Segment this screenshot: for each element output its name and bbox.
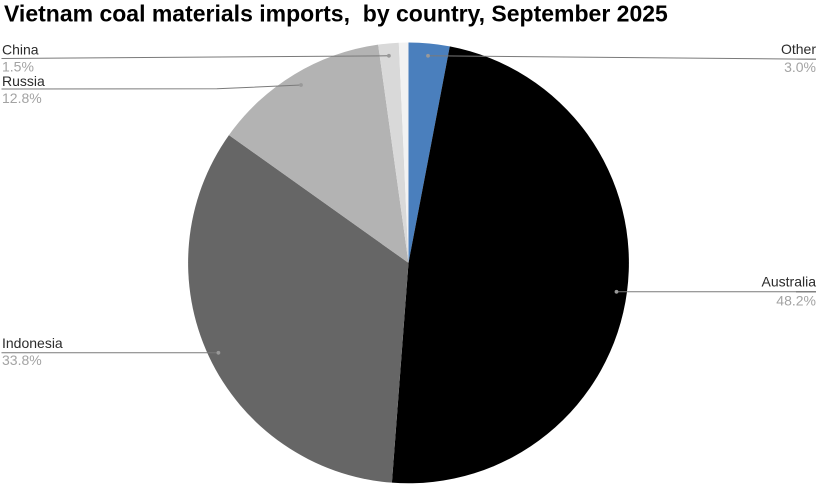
svg-text:3.0%: 3.0% xyxy=(784,59,816,75)
svg-text:12.8%: 12.8% xyxy=(2,90,42,106)
svg-text:33.8%: 33.8% xyxy=(2,352,42,368)
svg-text:48.2%: 48.2% xyxy=(776,293,816,309)
svg-text:Indonesia: Indonesia xyxy=(2,335,63,351)
svg-text:Russia: Russia xyxy=(2,73,45,89)
svg-text:China: China xyxy=(2,42,39,58)
svg-text:1.5%: 1.5% xyxy=(2,59,34,75)
svg-text:Australia: Australia xyxy=(762,274,817,290)
svg-text:Other: Other xyxy=(781,41,816,57)
svg-text:Vietnam coal materials imports: Vietnam coal materials imports, by count… xyxy=(4,1,668,27)
